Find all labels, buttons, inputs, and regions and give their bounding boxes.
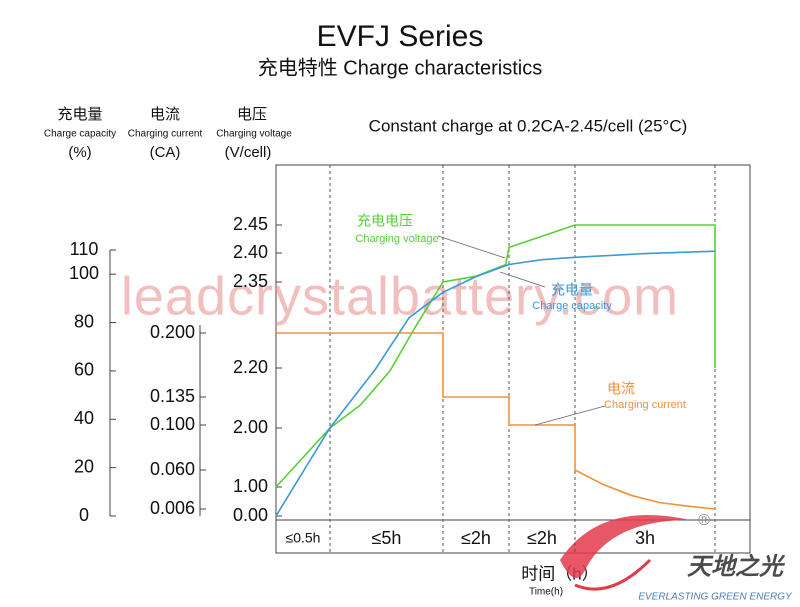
logo-mark: ®	[698, 512, 710, 529]
y-tick-label: 110	[70, 239, 99, 259]
series-line	[275, 224, 716, 488]
series-line	[276, 332, 716, 510]
x-tick-label: ≤0.5h	[286, 530, 321, 546]
legend-label-en: Charging current	[604, 399, 686, 411]
axis-header-en: Charge capacity	[44, 129, 116, 140]
plot-frame	[275, 164, 751, 554]
y3-tick-label: 2.20	[233, 357, 268, 377]
x-tick-label: ≤5h	[372, 528, 402, 548]
condition-note: Constant charge at 0.2CA-2.45/cell (25°C…	[369, 116, 688, 135]
x-tick-label: ≤2h	[527, 528, 557, 548]
legend-label-en: Charge capacity	[532, 300, 612, 312]
x-axis-title: 时间（h）	[521, 564, 598, 583]
y-tick-label: 60	[74, 360, 94, 380]
x-axis-subtitle: Time(h)	[529, 587, 563, 598]
y3-tick-label: 2.40	[233, 242, 268, 262]
y2-tick-label: 0.200	[150, 322, 195, 342]
legend-label: 充电电压	[357, 213, 413, 229]
axis-header-cn: 电流	[150, 106, 180, 123]
axis-header-unit: (CA)	[150, 144, 181, 161]
y2-tick-label: 0.100	[150, 414, 195, 434]
logo-swoosh	[560, 515, 690, 578]
axis-header-en: Charging voltage	[216, 129, 292, 140]
x-tick-label: 3h	[635, 528, 655, 548]
y-tick-label: 20	[74, 456, 94, 476]
x-tick-label: ≤2h	[461, 528, 491, 548]
watermark: leadcrystalbattery.com	[121, 266, 679, 326]
y3-tick-label: 2.45	[233, 214, 268, 234]
legend-leader	[534, 405, 606, 426]
axis-header-cn: 电压	[237, 106, 267, 123]
axis-header-unit: (%)	[68, 144, 91, 161]
axis-header-cn: 充电量	[57, 106, 102, 123]
axis-headers: 充电量 Charge capacity (%) 电流 Charging curr…	[44, 106, 292, 161]
y3-tick-label: 2.00	[233, 417, 268, 437]
y2-tick-label: 0.006	[150, 498, 195, 518]
chart-title: EVFJ Series	[317, 20, 484, 53]
logo-slogan: EVERLASTING GREEN ENERGY	[638, 592, 793, 603]
legend-leader	[499, 271, 546, 288]
logo: 天地之光 EVERLASTING GREEN ENERGY ®	[560, 512, 793, 603]
series-line	[275, 250, 716, 517]
logo-swoosh	[574, 558, 652, 591]
logo-name: 天地之光	[687, 553, 786, 580]
y2-tick-label: 0.060	[150, 459, 195, 479]
y3-tick-label: 1.00	[233, 476, 268, 496]
y3-tick-label: 2.35	[233, 271, 268, 291]
y-tick-label: 40	[74, 408, 94, 428]
legend-leader	[437, 235, 506, 259]
legend-label: 电流	[607, 381, 635, 397]
legend-label-en: Charging voltage	[355, 233, 438, 245]
y-tick-label: 80	[74, 311, 94, 331]
legend-label: 充电量	[551, 282, 593, 298]
axis-header-unit: (V/cell)	[225, 144, 272, 161]
y-tick-label: 0	[79, 505, 89, 525]
y2-tick-label: 0.135	[150, 386, 195, 406]
chart-subtitle: 充电特性 Charge characteristics	[258, 56, 543, 79]
y-tick-label: 100	[69, 263, 99, 283]
y3-tick-label: 0.00	[233, 505, 268, 525]
axis-header-en: Charging current	[128, 129, 203, 140]
